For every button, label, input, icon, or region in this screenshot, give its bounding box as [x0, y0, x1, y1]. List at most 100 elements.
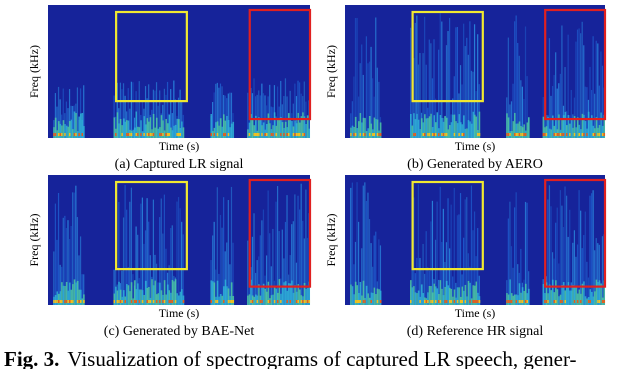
streak: [600, 51, 602, 138]
energy: [603, 300, 606, 303]
streak: [472, 230, 474, 305]
streak: [223, 114, 225, 138]
energy: [354, 300, 357, 303]
streak: [581, 21, 583, 138]
streak: [83, 85, 85, 138]
streak: [469, 21, 471, 138]
streak: [75, 112, 77, 138]
streak: [450, 204, 452, 305]
streak: [414, 273, 416, 305]
streak: [291, 121, 293, 138]
streak: [597, 127, 599, 138]
energy: [544, 133, 546, 136]
energy: [601, 300, 604, 303]
streak: [280, 116, 282, 138]
streak: [455, 121, 457, 138]
streak: [135, 226, 137, 305]
energy: [456, 300, 459, 303]
energy: [562, 133, 565, 136]
streak: [561, 284, 563, 305]
streak: [146, 198, 148, 305]
energy: [287, 133, 290, 136]
streak: [265, 255, 268, 305]
streak: [526, 122, 529, 138]
streak: [152, 113, 155, 138]
streak: [373, 235, 375, 305]
streak: [550, 95, 552, 138]
streak: [578, 28, 580, 138]
streak: [603, 114, 606, 138]
streak: [370, 46, 372, 138]
streak: [181, 121, 183, 138]
streak: [444, 115, 446, 138]
streak: [289, 255, 291, 305]
streak: [450, 288, 453, 305]
energy: [232, 300, 235, 303]
energy: [477, 133, 479, 136]
streak: [127, 285, 130, 305]
streak: [556, 88, 558, 138]
streak: [562, 115, 565, 138]
panel: Freq (kHz) Time (s) (d) Reference HR signa…: [324, 175, 607, 339]
streak: [151, 109, 153, 138]
energy: [559, 300, 562, 303]
streak: [70, 225, 72, 305]
streak: [56, 291, 58, 305]
streak: [584, 296, 587, 305]
energy: [303, 300, 306, 303]
streak: [232, 121, 235, 138]
energy: [56, 300, 58, 303]
streak: [449, 287, 451, 305]
streak: [219, 294, 222, 305]
streak: [165, 94, 167, 138]
streak: [580, 33, 582, 138]
streak: [308, 128, 311, 138]
energy: [286, 300, 289, 303]
energy: [564, 300, 567, 303]
streak: [292, 292, 295, 305]
energy: [251, 300, 254, 303]
streak: [56, 130, 58, 138]
streak: [287, 283, 290, 305]
energy: [353, 133, 355, 136]
streak: [67, 108, 69, 138]
energy: [230, 300, 233, 303]
streak: [253, 213, 255, 305]
energy: [129, 133, 131, 136]
streak: [510, 101, 513, 138]
yellow-box: [411, 180, 484, 271]
streak: [372, 266, 374, 305]
streak: [70, 289, 73, 305]
streak: [598, 244, 600, 305]
streak: [79, 289, 82, 305]
streak: [558, 263, 560, 305]
energy: [57, 300, 60, 303]
streak: [148, 221, 150, 305]
streak: [259, 95, 261, 138]
streak: [221, 126, 224, 138]
streak: [583, 45, 585, 138]
streak: [430, 221, 432, 305]
streak: [72, 105, 74, 138]
streak: [250, 87, 252, 138]
streak: [452, 276, 454, 305]
streak: [430, 286, 432, 305]
streak: [601, 236, 604, 305]
streak: [229, 127, 231, 138]
streak: [163, 130, 166, 138]
streak: [506, 293, 508, 305]
streak: [469, 282, 471, 305]
streak: [119, 82, 121, 138]
streak: [130, 187, 132, 305]
streak: [362, 74, 364, 138]
streak: [361, 295, 363, 305]
energy: [143, 133, 145, 136]
streak: [132, 82, 134, 138]
streak: [598, 85, 600, 138]
streak: [294, 285, 296, 305]
streak: [414, 119, 417, 138]
streak: [159, 90, 161, 138]
streak: [64, 124, 66, 138]
streak: [475, 256, 477, 305]
energy: [223, 133, 225, 136]
